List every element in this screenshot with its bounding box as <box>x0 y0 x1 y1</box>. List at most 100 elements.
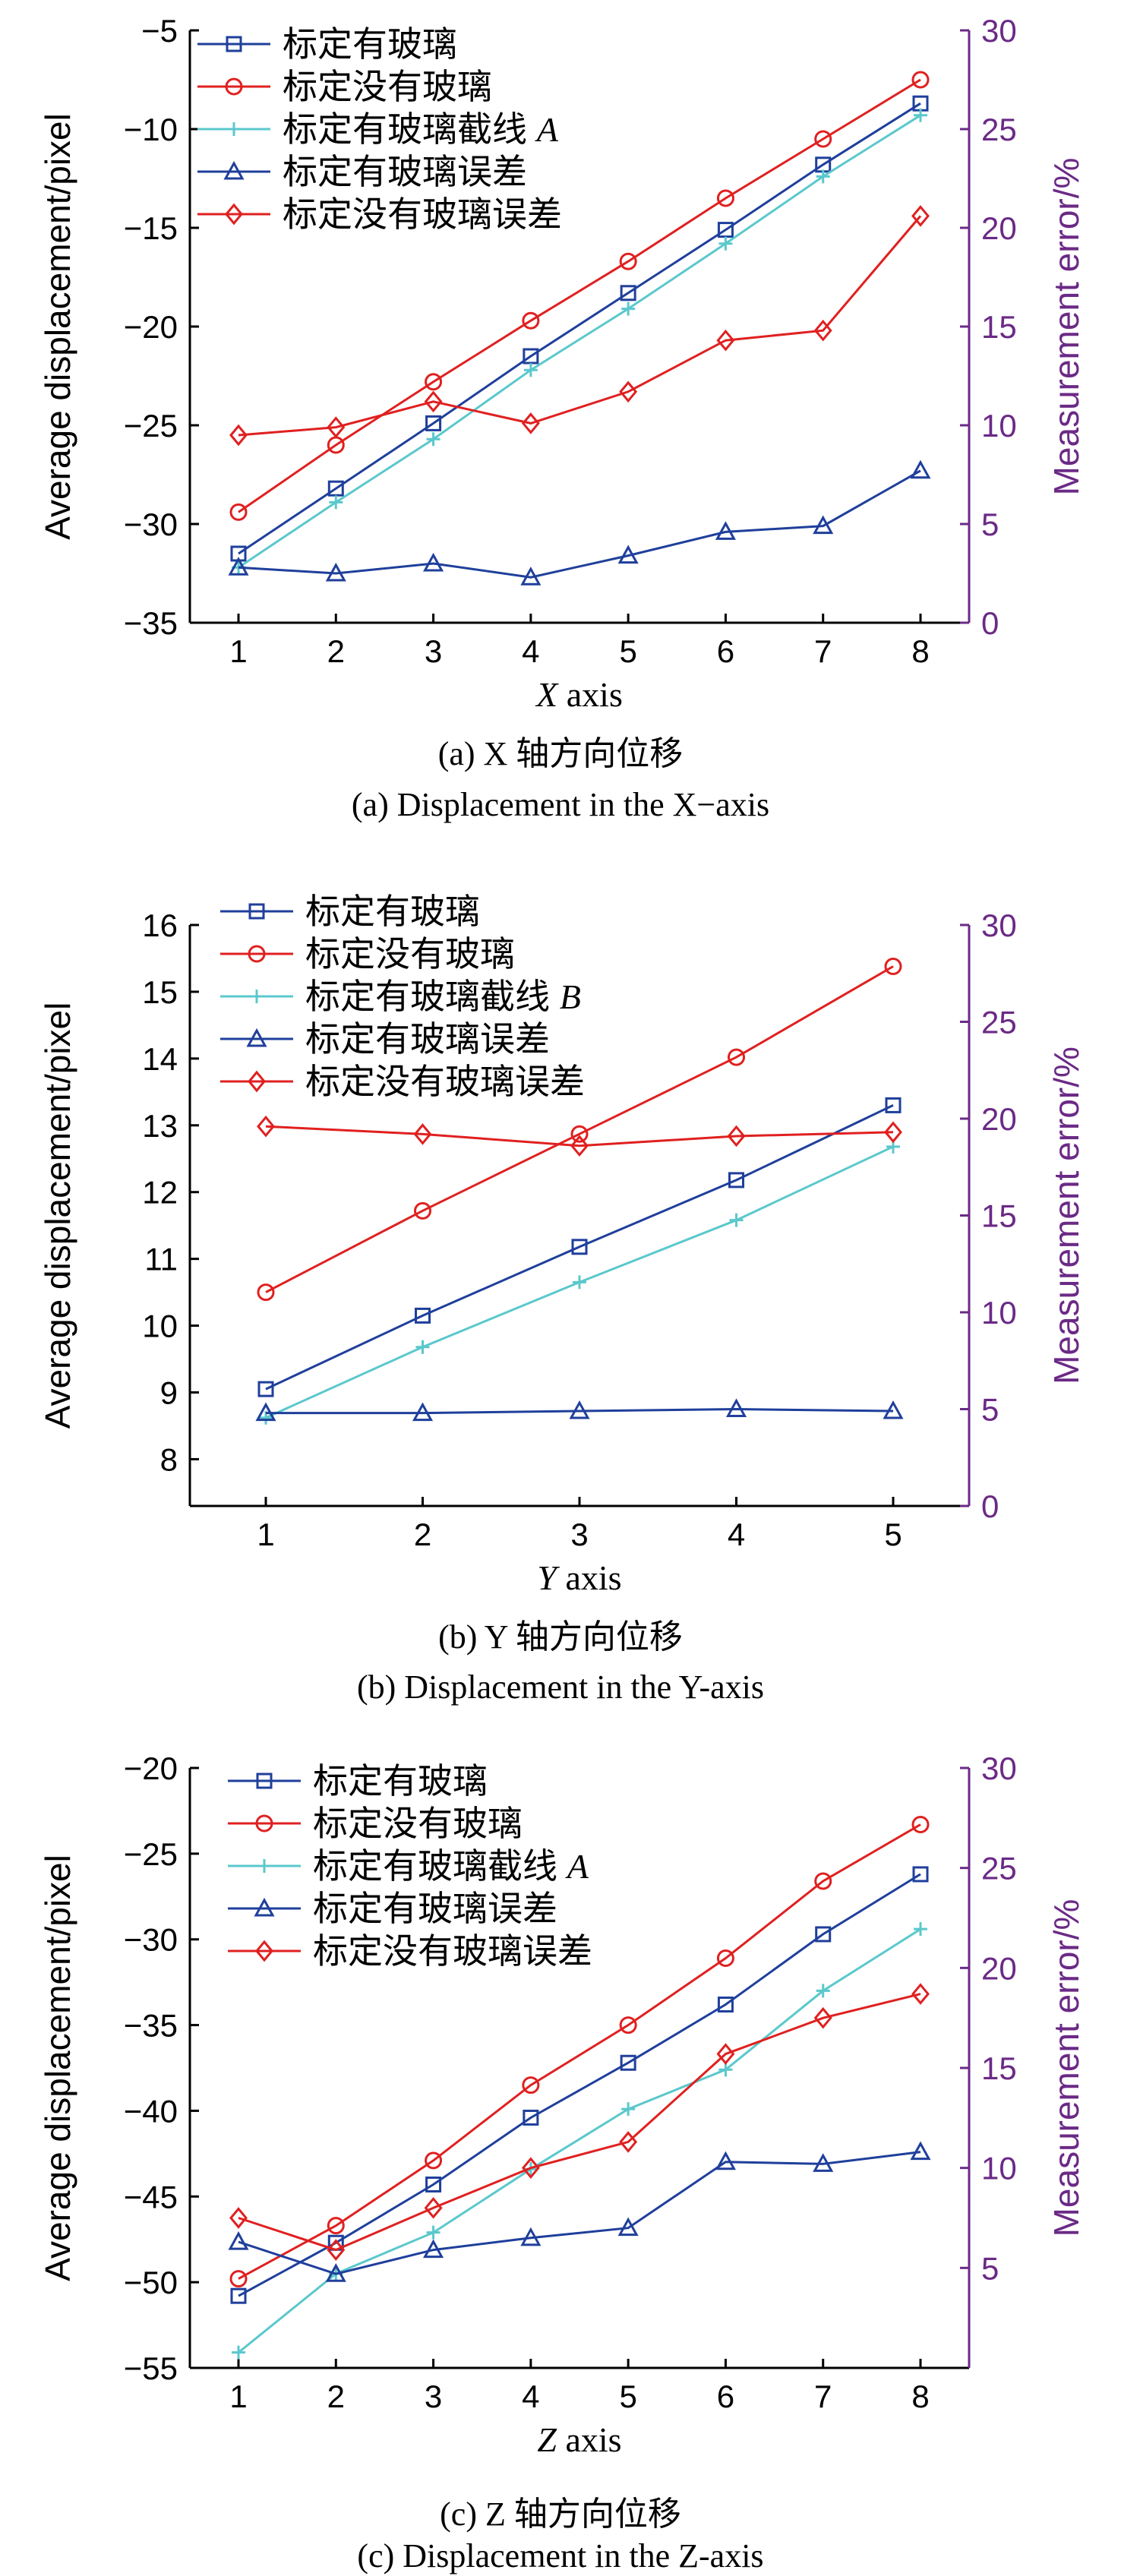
y2-tick-label: 10 <box>981 2151 1017 2186</box>
legend-marker <box>225 77 243 96</box>
y2-tick-label: 25 <box>981 112 1017 147</box>
data-point-0-4 <box>620 2054 636 2071</box>
data-point-1-1 <box>414 1201 431 1220</box>
y-tick-label: −30 <box>124 507 178 542</box>
x-tick-label: 7 <box>814 633 832 669</box>
caption-cn-a: (a) X 轴方向位移 <box>437 735 684 772</box>
data-point-1-2 <box>425 2151 443 2170</box>
data-point-2-4 <box>621 301 636 316</box>
y-tick-label: −40 <box>124 2093 178 2129</box>
data-point-4-1 <box>327 2239 346 2261</box>
legend-label-4: 标定没有玻璃误差 <box>313 1931 592 1971</box>
data-point-1-7 <box>911 1815 930 1833</box>
y-tick-label: 15 <box>142 974 178 1010</box>
data-point-1-0 <box>257 1283 275 1302</box>
x-tick-label: 5 <box>884 1517 902 1552</box>
data-point-0-3 <box>523 348 539 365</box>
series-line-2 <box>238 114 921 569</box>
data-point-0-3 <box>728 1172 744 1189</box>
data-point-0-2 <box>571 1239 588 1255</box>
data-point-4-3 <box>727 1125 746 1148</box>
data-point-1-6 <box>814 1872 832 1890</box>
chart-2: −55 −50 −45 −40 −35 −30 −25 −20 5 10 15 20 25 30 1 2 3 4 5… <box>38 1750 1086 2459</box>
x-tick-label: 5 <box>619 2379 636 2414</box>
y-tick-label: 9 <box>160 1375 178 1411</box>
data-point-4-7 <box>911 205 930 227</box>
legend-marker <box>227 122 241 136</box>
data-point-1-3 <box>522 311 540 330</box>
data-point-1-3 <box>522 2076 540 2095</box>
y-tick-label: −20 <box>124 309 178 345</box>
data-point-4-6 <box>813 319 832 342</box>
legend-label-1: 标定没有玻璃 <box>283 67 492 106</box>
y-tick-label: −55 <box>124 2350 178 2386</box>
data-point-3-0 <box>228 557 249 576</box>
legend-label-3: 标定有玻璃误差 <box>283 152 527 191</box>
series-line-0 <box>265 1104 894 1391</box>
y2-tick-label: 30 <box>981 13 1017 49</box>
data-point-3-1 <box>325 2263 346 2282</box>
caption-cn-c: (c) Z 轴方向位移 <box>440 2496 681 2533</box>
data-point-3-4 <box>617 545 639 564</box>
caption-en-c: (c) Displacement in the Z-axis <box>357 2537 764 2574</box>
y-tick-label: 12 <box>142 1175 178 1211</box>
data-point-3-2 <box>423 552 444 572</box>
data-point-4-2 <box>570 1135 589 1157</box>
legend-label-4: 标定没有玻璃误差 <box>283 194 562 234</box>
data-point-0-5 <box>717 222 734 238</box>
series-line-4 <box>238 215 922 437</box>
y-tick-label: 11 <box>144 1242 178 1277</box>
data-point-3-7 <box>910 2141 931 2161</box>
y-tick-label: −25 <box>124 408 178 444</box>
data-point-0-0 <box>257 1381 274 1397</box>
data-point-3-6 <box>813 515 834 535</box>
y2-tick-label: 10 <box>981 408 1017 444</box>
data-point-2-3 <box>729 1213 744 1227</box>
data-point-4-1 <box>413 1123 432 1145</box>
legend-label-2: 标定有玻璃截线 A <box>283 109 559 149</box>
data-point-1-2 <box>570 1125 589 1143</box>
data-point-4-6 <box>813 2006 832 2029</box>
data-point-1-7 <box>911 71 930 89</box>
series-line-4 <box>238 1993 921 2252</box>
data-point-1-1 <box>327 2217 345 2235</box>
data-point-3-4 <box>883 1400 904 1419</box>
data-point-0-2 <box>425 2176 442 2192</box>
data-point-3-7 <box>910 459 931 479</box>
caption-en-b: (b) Displacement in the Y-axis <box>357 1668 764 1706</box>
chart-0: −35 −30 −25 −20 −15 −10 −5 0 5 10 15 20 25 30 1 2 3 4 5 6 7 8… <box>38 13 1086 714</box>
data-point-2-2 <box>426 2225 441 2240</box>
data-point-2-0 <box>232 2345 245 2360</box>
y-tick-label: −25 <box>124 1836 178 1872</box>
data-point-1-0 <box>229 2270 248 2288</box>
series-line-1 <box>265 965 894 1293</box>
series-line-3 <box>238 469 921 579</box>
data-point-1-5 <box>716 189 734 207</box>
legend-label-0: 标定有玻璃 <box>313 1761 488 1801</box>
y-tick-label: 13 <box>142 1108 178 1144</box>
y2-tick-label: 5 <box>981 2250 999 2286</box>
y2-axis-title: Measurement error/% <box>1047 158 1086 496</box>
data-point-4-2 <box>424 390 443 413</box>
y2-tick-label: 0 <box>981 605 999 641</box>
data-point-0-1 <box>327 480 344 497</box>
data-point-0-5 <box>717 1996 734 2012</box>
x-tick-label: 1 <box>257 1517 274 1552</box>
y-axis-title: Average displacement/pixel <box>38 113 77 540</box>
series-line-1 <box>238 78 921 513</box>
y2-tick-label: 20 <box>981 1101 1017 1137</box>
data-point-0-6 <box>815 1926 832 1943</box>
series-line-3 <box>266 1407 894 1415</box>
y-tick-label: 8 <box>160 1441 178 1477</box>
data-point-4-3 <box>521 2157 540 2180</box>
y-tick-label: 16 <box>142 908 178 943</box>
data-point-1-6 <box>814 130 832 148</box>
data-point-2-2 <box>426 432 441 447</box>
legend-marker <box>246 1028 267 1047</box>
y2-tick-label: 20 <box>981 1950 1017 1986</box>
data-point-2-1 <box>415 1340 430 1354</box>
data-point-3-6 <box>813 2153 834 2172</box>
data-point-0-0 <box>230 2287 247 2304</box>
